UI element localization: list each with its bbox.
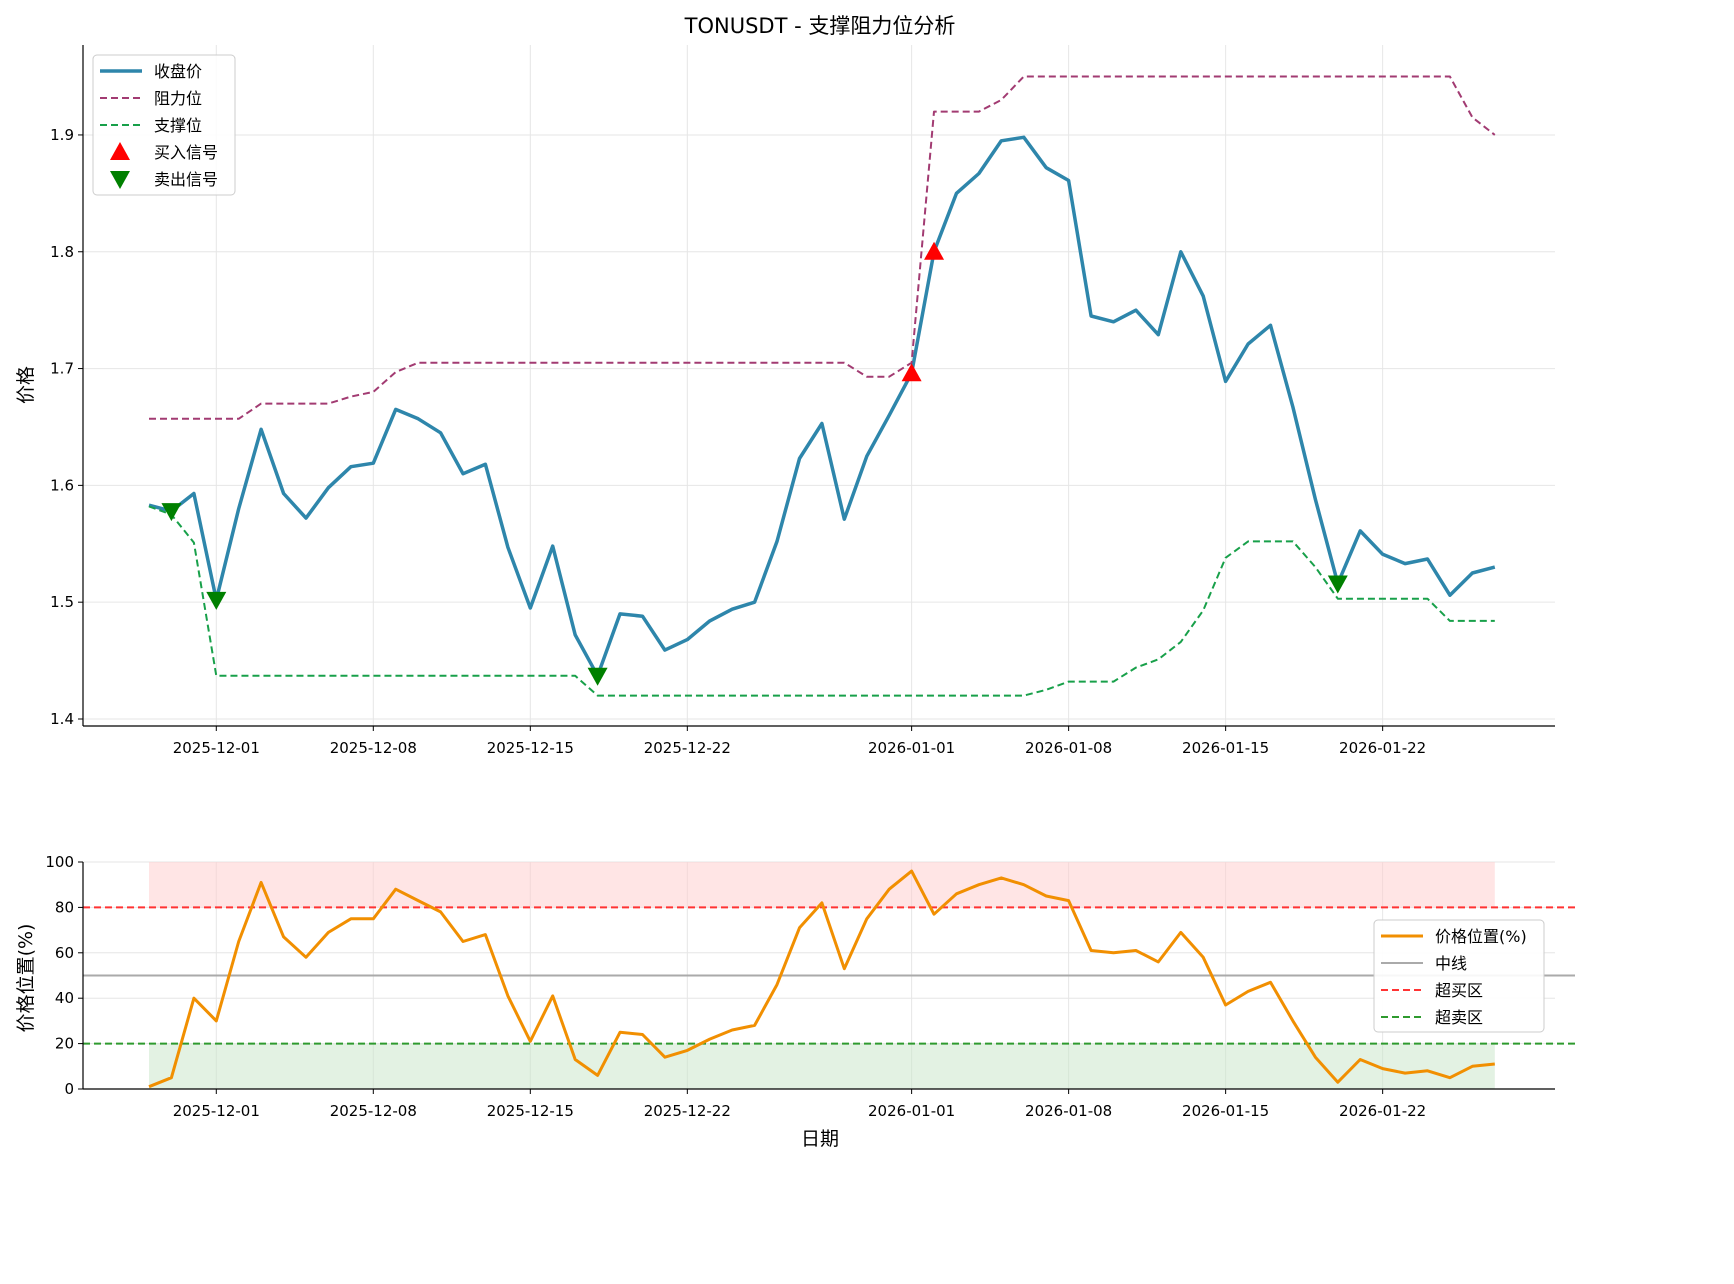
legend-label: 超买区 [1435,981,1483,1000]
series-line-close [148,135,1496,678]
x-tick-label: 2026-01-15 [1182,739,1269,757]
x-tick-label: 2025-12-15 [487,739,574,757]
x-tick-label: 2025-12-22 [644,739,731,757]
x-tick-label: 2025-12-22 [644,1102,731,1120]
y-tick-label: 100 [45,853,74,871]
x-tick-label: 2025-12-08 [330,1102,417,1120]
x-tick-label: 2026-01-08 [1025,739,1112,757]
y-tick-label: 1.9 [50,126,74,144]
legend-label: 支撑位 [154,116,202,135]
legend-marker [110,171,130,189]
legend-label: 卖出信号 [154,170,218,189]
x-tick-label: 2026-01-15 [1182,1102,1269,1120]
sell-signal-marker [161,503,182,522]
legend-label: 收盘价 [154,62,202,81]
x-tick-label: 2025-12-08 [330,739,417,757]
y-tick-label: 1.5 [50,593,74,611]
sell-signal-marker [587,667,608,686]
legend-label: 阻力位 [154,89,202,108]
y-tick-label: 80 [55,898,74,916]
x-axis-label: 日期 [801,1128,839,1150]
zone-band [149,1043,1495,1089]
legend-label: 中线 [1435,954,1467,973]
y-tick-label: 0 [64,1080,74,1098]
zone-band [149,862,1495,908]
y-tick-label: 1.7 [50,360,74,378]
top-y-axis-label: 价格 [15,366,37,404]
series-line-resistance [149,75,1496,420]
x-tick-label: 2026-01-22 [1339,739,1426,757]
legend-marker [110,142,130,160]
y-tick-label: 1.6 [50,476,74,494]
legend-label: 超卖区 [1435,1008,1483,1027]
legend-box [1373,919,1545,1033]
series-line-position [148,869,1495,1089]
bottom-y-axis-label: 价格位置(%) [15,924,37,1033]
x-tick-label: 2025-12-15 [487,1102,574,1120]
y-tick-label: 40 [55,989,74,1007]
y-tick-label: 20 [55,1035,74,1053]
chart-title: TONUSDT - 支撑阻力位分析 [684,14,956,38]
y-tick-label: 60 [55,944,74,962]
legend-label: 价格位置(%) [1435,927,1527,946]
y-tick-label: 1.8 [50,243,74,261]
x-tick-label: 2026-01-01 [868,1102,955,1120]
x-tick-label: 2026-01-08 [1025,1102,1112,1120]
x-tick-label: 2026-01-01 [868,739,955,757]
buy-signal-marker [901,363,922,382]
x-tick-label: 2025-12-01 [173,1102,260,1120]
legend-label: 买入信号 [154,143,218,162]
x-tick-label: 2026-01-22 [1339,1102,1426,1120]
series-line-support [148,505,1495,697]
sell-signal-marker [206,591,227,610]
x-tick-label: 2025-12-01 [173,739,260,757]
y-tick-label: 1.4 [50,710,74,728]
sell-signal-marker [1327,575,1348,594]
buy-signal-marker [924,241,945,260]
